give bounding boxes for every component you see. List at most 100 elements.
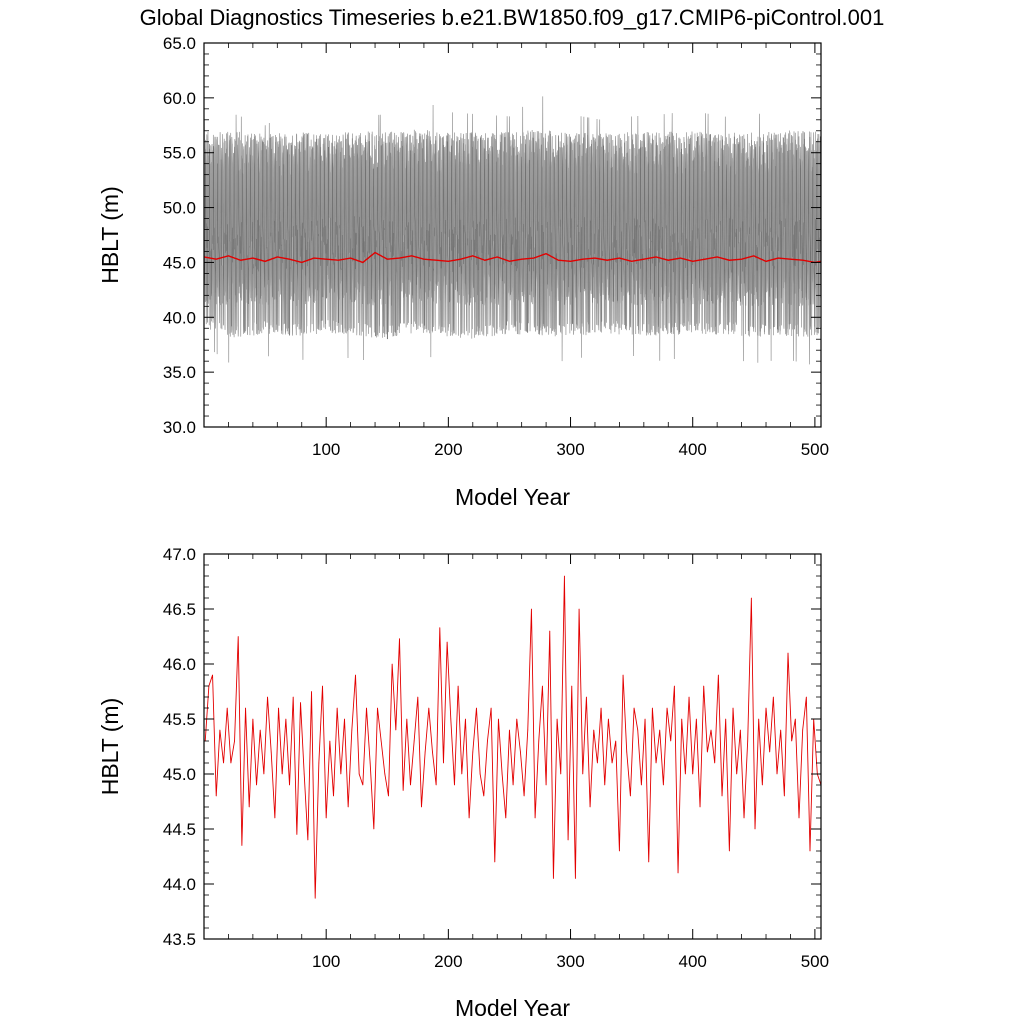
data-point [366,707,367,709]
data-point [212,674,213,676]
data-point [648,861,650,863]
data-point [659,729,661,731]
data-point [798,817,800,819]
data-point [802,729,804,731]
data-point [728,850,730,852]
data-point [435,784,437,786]
data-point [402,790,404,791]
data-point [432,751,433,753]
data-point [754,828,756,830]
data-point [633,707,635,709]
data-point [325,817,327,819]
data-point [223,762,224,764]
data-point [582,773,584,775]
data-point [344,718,345,720]
data-point [575,878,576,879]
data-point [307,839,309,841]
data-point [783,795,785,797]
data-point [527,729,529,731]
bottom-panel: 43.5 44.0 44.5 45.0 45.5 46.0 46.5 47.0 100 200 30… [97,545,829,1021]
data-point [542,685,543,687]
data-point [747,740,749,742]
data-point [479,773,481,775]
data-point [549,630,551,632]
y-tick-label: 60.0 [163,89,196,108]
data-point [289,784,290,786]
data-point [736,773,738,775]
data-point [761,784,763,786]
data-point [311,691,312,692]
chart-title: Global Diagnostics Timeseries b.e21.BW18… [140,5,885,30]
data-point [443,762,444,764]
data-point [699,806,701,808]
data-point [215,795,217,797]
data-point [626,751,628,753]
data-point [710,729,712,731]
data-point [791,740,793,742]
data-point [413,740,415,742]
data-point [483,795,485,797]
data-point [758,718,760,720]
data-point [739,729,741,731]
data-point [622,674,624,676]
y-tick-label: 45.5 [163,710,196,729]
data-point [655,762,657,764]
y-tick-label: 45.0 [163,765,196,784]
data-point [252,718,254,720]
data-point [523,795,525,797]
data-point [318,762,320,764]
data-point [644,718,646,720]
data-point [439,627,441,629]
data-point [406,718,408,720]
data-point [234,740,235,742]
data-point [457,685,459,687]
y-tick-label: 46.0 [163,655,196,674]
data-point [586,696,587,698]
data-point [391,663,393,665]
data-point [237,636,239,637]
data-point [494,861,496,863]
x-tick-label: 300 [556,440,584,459]
data-point [226,707,228,709]
data-point [384,773,386,775]
series-annual-line [203,251,822,264]
data-point [472,751,474,753]
data-point [545,784,547,786]
y-tick-label: 30.0 [163,418,196,437]
plot-area-1 [204,575,822,899]
data-point [501,773,503,775]
data-point [615,740,617,742]
data-point [380,740,382,742]
data-point [446,641,448,643]
data-point [772,696,774,698]
data-point [534,817,536,819]
data-point [516,718,518,720]
data-point [531,608,532,610]
data-point [373,828,375,830]
data-point [794,718,796,720]
data-point [230,762,232,764]
data-point [263,773,265,775]
data-point [490,707,492,709]
data-point [347,806,349,808]
data-point [450,718,452,720]
data-point [336,707,338,709]
data-point [241,845,243,846]
data-point [721,795,723,797]
data-point [750,597,752,599]
x-tick-label: 100 [312,440,340,459]
series-annual-line [204,575,822,899]
data-point [270,751,272,753]
data-point [421,806,422,808]
y-tick-label: 46.5 [163,600,196,619]
y-tick-label: 44.0 [163,875,196,894]
data-point [641,784,642,786]
data-point [556,718,558,720]
data-point [611,762,613,764]
data-point [589,806,591,808]
data-point [498,718,499,720]
data-point [688,696,690,698]
data-point [388,795,389,797]
x-tick-label: 400 [679,952,707,971]
